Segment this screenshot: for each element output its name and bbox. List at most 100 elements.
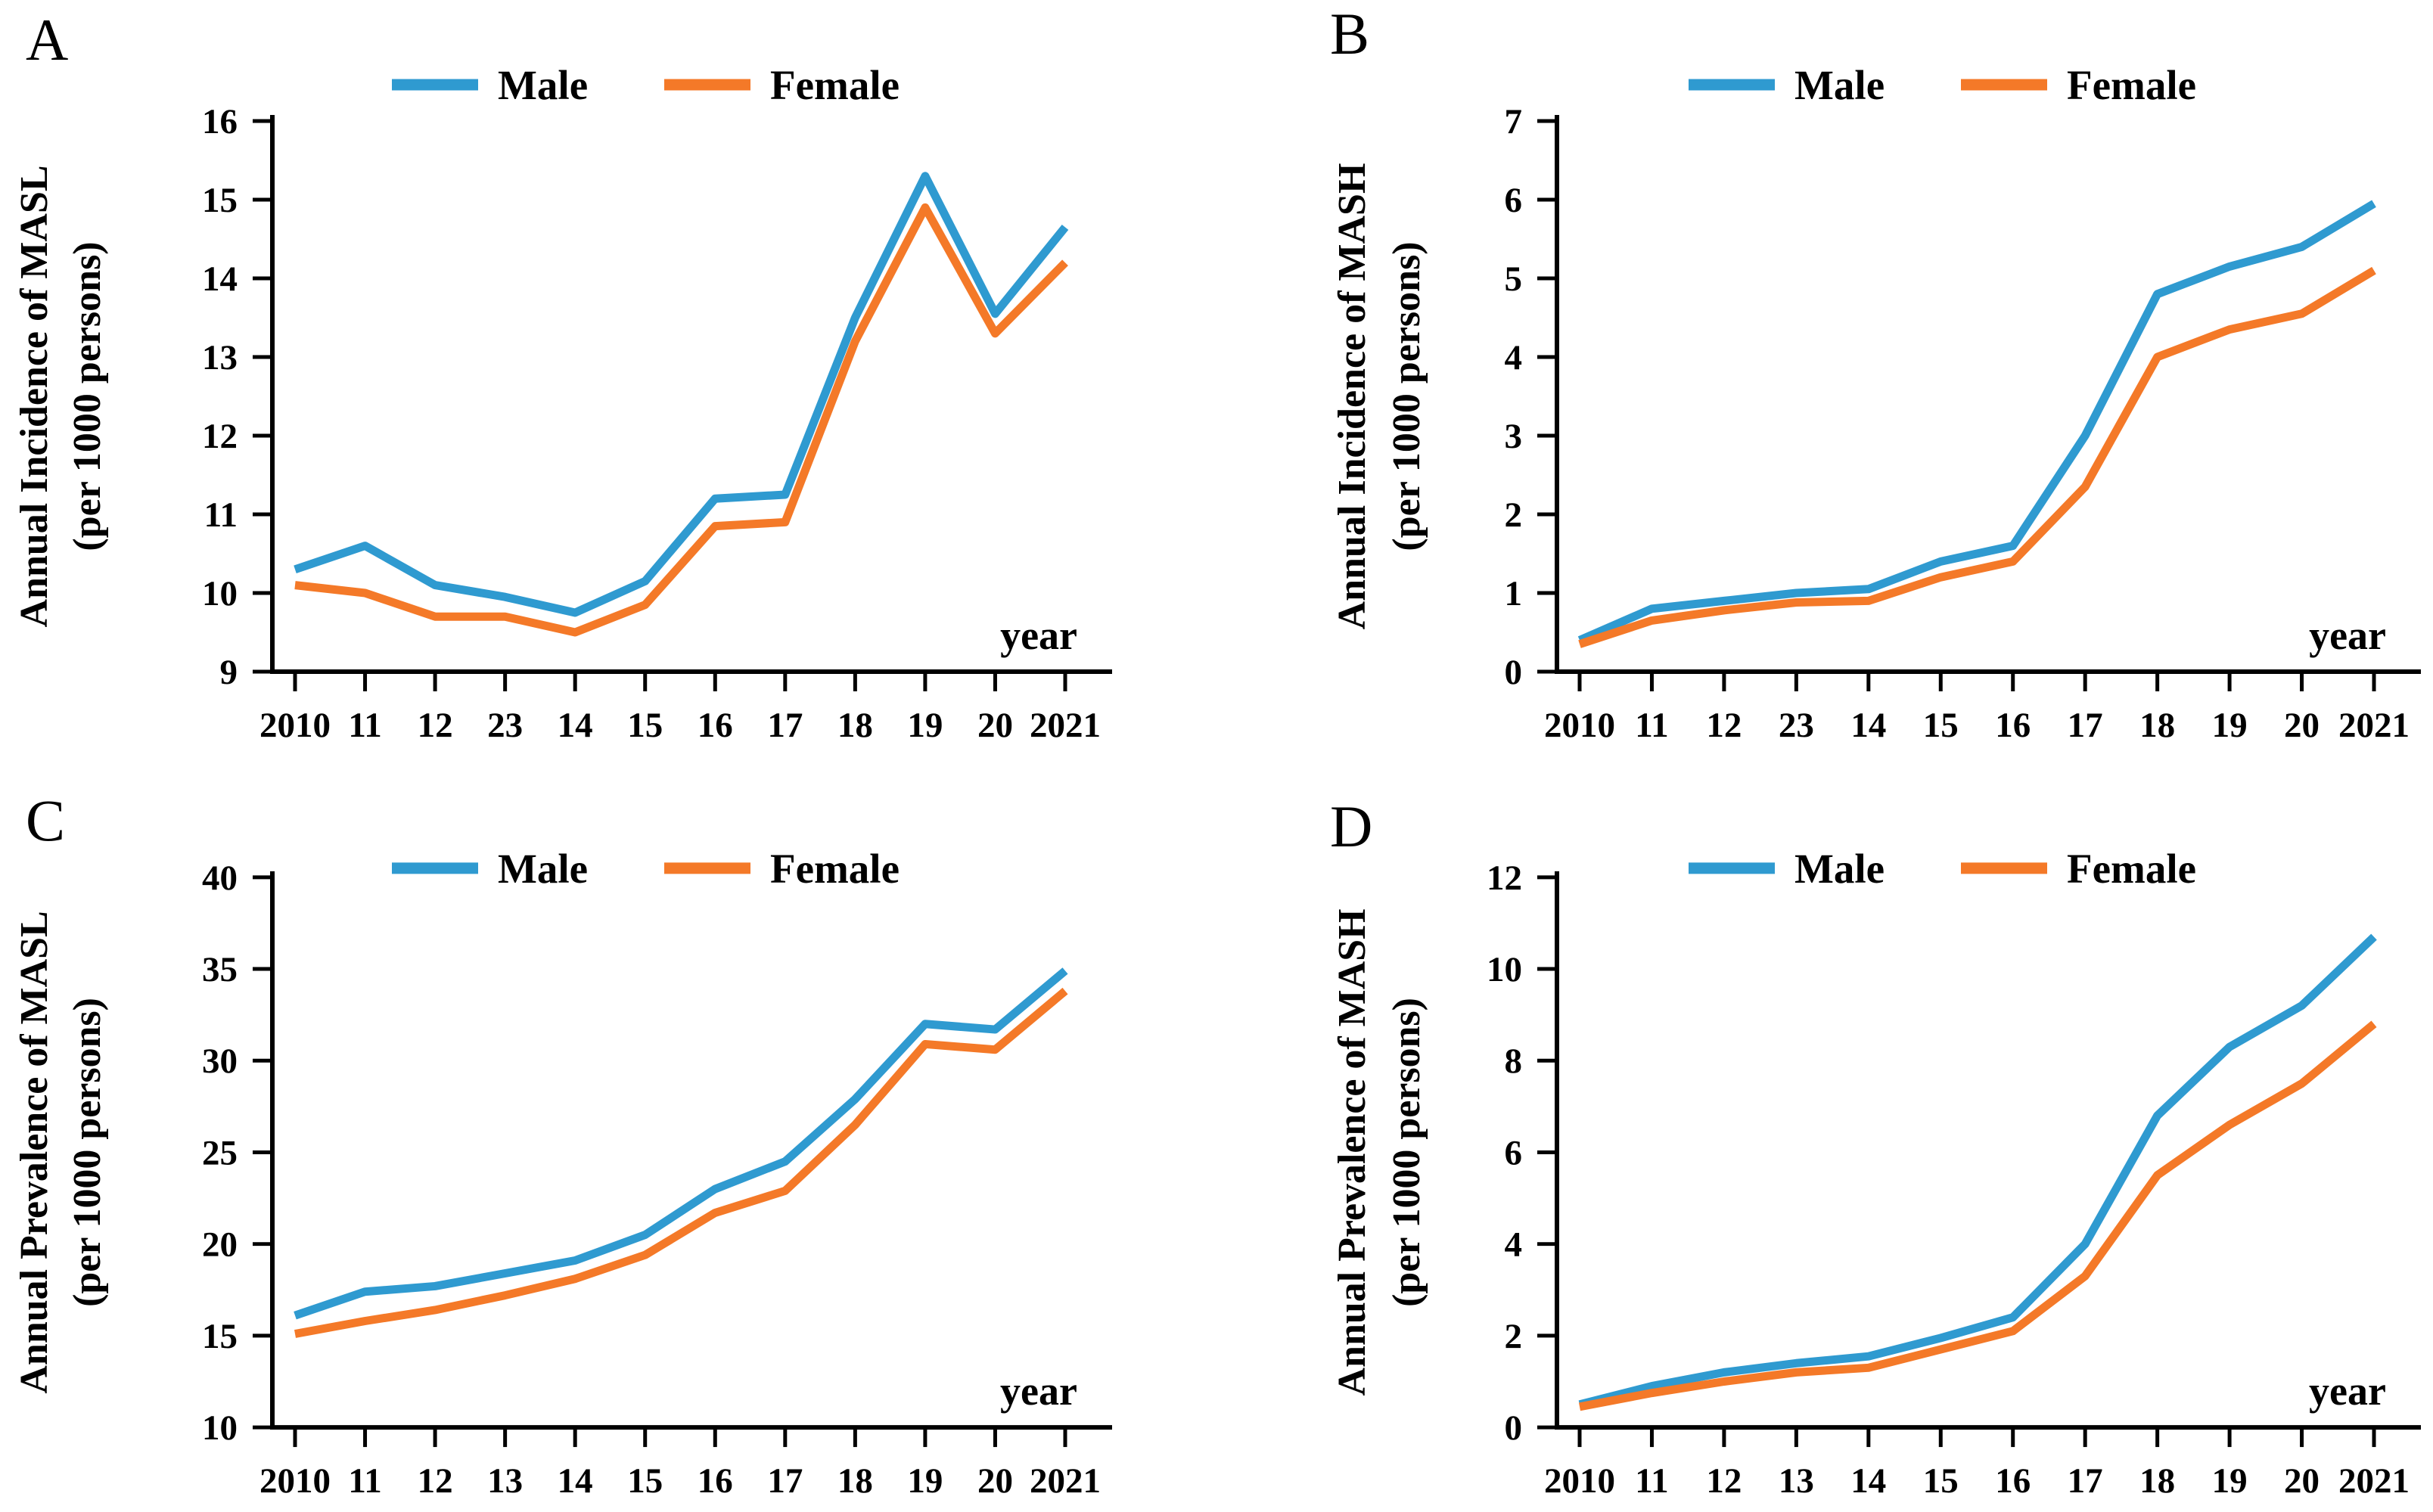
legend-male-label: Male bbox=[1794, 62, 1885, 108]
y-tick-label: 2 bbox=[1505, 1317, 1522, 1356]
y-tick-label: 7 bbox=[1505, 102, 1523, 141]
female-line bbox=[294, 987, 1068, 1338]
y-tick-label: 4 bbox=[1505, 338, 1523, 377]
x-axis-title: year bbox=[1000, 613, 1077, 658]
male-line bbox=[294, 967, 1068, 1320]
y-tick-label: 0 bbox=[1505, 1408, 1522, 1448]
x-tick-label: 19 bbox=[2212, 1461, 2248, 1501]
y-tick-label: 0 bbox=[1505, 653, 1523, 692]
x-tick-label: 15 bbox=[627, 1461, 663, 1501]
x-tick-label: 17 bbox=[767, 1461, 803, 1501]
y-tick-label: 3 bbox=[1505, 417, 1523, 456]
x-tick-label: 14 bbox=[558, 706, 593, 745]
panel-c: 10 15 20 25 30 35 40 2010 11 12 13 14 15 16 17 18 19 20 20… bbox=[0, 756, 1216, 1512]
male-line bbox=[1578, 933, 2377, 1409]
panel-b: 0 1 2 3 4 5 6 7 2010 11 12 23 14 15 16 17 18 19 20 2021 year… bbox=[1216, 0, 2433, 756]
x-tick-label: 12 bbox=[418, 1461, 453, 1501]
x-tick-label: 15 bbox=[627, 706, 663, 745]
male-line bbox=[1577, 200, 2376, 644]
legend-male-label: Male bbox=[498, 62, 588, 108]
y-axis-title-line2: (per 1000 persons) bbox=[66, 241, 109, 551]
panel-a: 9 10 11 12 13 14 15 16 2010 11 12 23 14 15 16 17 18 19 20 2… bbox=[0, 0, 1216, 756]
y-tick-label: 2 bbox=[1505, 495, 1523, 535]
legend-female-label: Female bbox=[770, 62, 900, 108]
y-tick-label: 1 bbox=[1505, 574, 1523, 613]
y-axis-title-line1: Annual Incidence of MASH bbox=[1331, 163, 1374, 630]
x-tick-label: 11 bbox=[1635, 1461, 1668, 1501]
y-tick-label: 14 bbox=[202, 259, 238, 299]
legend-male-label: Male bbox=[498, 846, 588, 892]
x-tick-label: 13 bbox=[487, 1461, 523, 1501]
y-tick-label: 8 bbox=[1505, 1042, 1522, 1081]
y-axis-title-line1: Annual Prevalence of MASH bbox=[1331, 908, 1374, 1396]
x-tick-label: 18 bbox=[837, 1461, 873, 1501]
y-tick-label: 15 bbox=[202, 1317, 238, 1356]
x-tick-label: 2010 bbox=[259, 1461, 331, 1501]
x-tick-label: 20 bbox=[2284, 706, 2320, 745]
x-tick-label: 18 bbox=[2139, 706, 2175, 745]
female-line bbox=[1578, 1020, 2377, 1411]
x-tick-label: 2021 bbox=[2338, 706, 2410, 745]
x-tick-label: 2010 bbox=[259, 706, 331, 745]
x-tick-label: 18 bbox=[837, 706, 873, 745]
x-tick-label: 19 bbox=[907, 1461, 943, 1501]
x-tick-label: 23 bbox=[1779, 706, 1814, 745]
x-tick-label: 17 bbox=[2068, 706, 2103, 745]
x-tick-label: 16 bbox=[1995, 706, 2031, 745]
y-tick-label: 12 bbox=[1487, 858, 1522, 898]
x-tick-label: 19 bbox=[2212, 706, 2248, 745]
x-tick-label: 2021 bbox=[1030, 1461, 1101, 1501]
x-tick-label: 20 bbox=[977, 1461, 1013, 1501]
x-tick-label: 2010 bbox=[1544, 1461, 1615, 1501]
panel-letter-c: C bbox=[26, 787, 67, 853]
x-tick-label: 11 bbox=[348, 706, 381, 745]
legend-female-label: Female bbox=[2067, 62, 2196, 108]
y-tick-label: 5 bbox=[1505, 259, 1523, 299]
x-tick-label: 23 bbox=[487, 706, 523, 745]
legend-female-label: Female bbox=[2067, 846, 2196, 892]
x-tick-label: 17 bbox=[2068, 1461, 2103, 1501]
y-tick-label: 10 bbox=[202, 1408, 238, 1448]
panel-letter-b: B bbox=[1330, 1, 1371, 67]
y-axis-title-line1: Annual Incidence of MASL bbox=[13, 165, 56, 627]
x-tick-label: 15 bbox=[1923, 1461, 1959, 1501]
x-tick-label: 14 bbox=[558, 1461, 593, 1501]
y-tick-label: 4 bbox=[1505, 1225, 1522, 1265]
x-tick-label: 16 bbox=[1995, 1461, 2031, 1501]
y-tick-label: 30 bbox=[202, 1042, 238, 1081]
x-tick-label: 11 bbox=[1635, 706, 1668, 745]
y-tick-label: 20 bbox=[202, 1225, 238, 1265]
y-tick-label: 6 bbox=[1505, 181, 1523, 220]
x-tick-label: 20 bbox=[2284, 1461, 2320, 1501]
y-tick-label: 40 bbox=[202, 858, 238, 898]
y-axis-title-line2: (per 1000 persons) bbox=[1385, 998, 1428, 1307]
y-tick-label: 10 bbox=[202, 574, 238, 613]
y-tick-label: 35 bbox=[202, 950, 238, 989]
x-tick-label: 17 bbox=[767, 706, 803, 745]
x-tick-label: 20 bbox=[977, 706, 1013, 745]
y-tick-label: 13 bbox=[202, 338, 238, 377]
x-tick-label: 19 bbox=[907, 706, 943, 745]
y-tick-label: 25 bbox=[202, 1133, 238, 1172]
y-tick-label: 12 bbox=[202, 417, 238, 456]
y-tick-label: 15 bbox=[202, 181, 238, 220]
y-tick-label: 10 bbox=[1487, 950, 1522, 989]
x-tick-label: 2010 bbox=[1544, 706, 1615, 745]
x-tick-label: 18 bbox=[2139, 1461, 2175, 1501]
chart-annual-prevalence-mash: 0 2 4 6 8 10 12 2010 11 12 13 14 15 16 17 18 19 20 2021 yea… bbox=[1331, 846, 2421, 1501]
legend-female-label: Female bbox=[770, 846, 900, 892]
y-tick-label: 11 bbox=[204, 495, 238, 535]
y-axis-title-line2: (per 1000 persons) bbox=[1385, 241, 1428, 551]
x-tick-label: 15 bbox=[1923, 706, 1959, 745]
y-axis-title-line1: Annual Prevalence of MASL bbox=[13, 911, 56, 1393]
x-tick-label: 16 bbox=[698, 706, 733, 745]
x-tick-label: 13 bbox=[1779, 1461, 1814, 1501]
female-line bbox=[294, 203, 1068, 637]
x-axis-title: year bbox=[2309, 1368, 2386, 1414]
x-tick-label: 2021 bbox=[2338, 1461, 2410, 1501]
panel-letter-a: A bbox=[26, 7, 70, 73]
x-tick-label: 12 bbox=[418, 706, 453, 745]
